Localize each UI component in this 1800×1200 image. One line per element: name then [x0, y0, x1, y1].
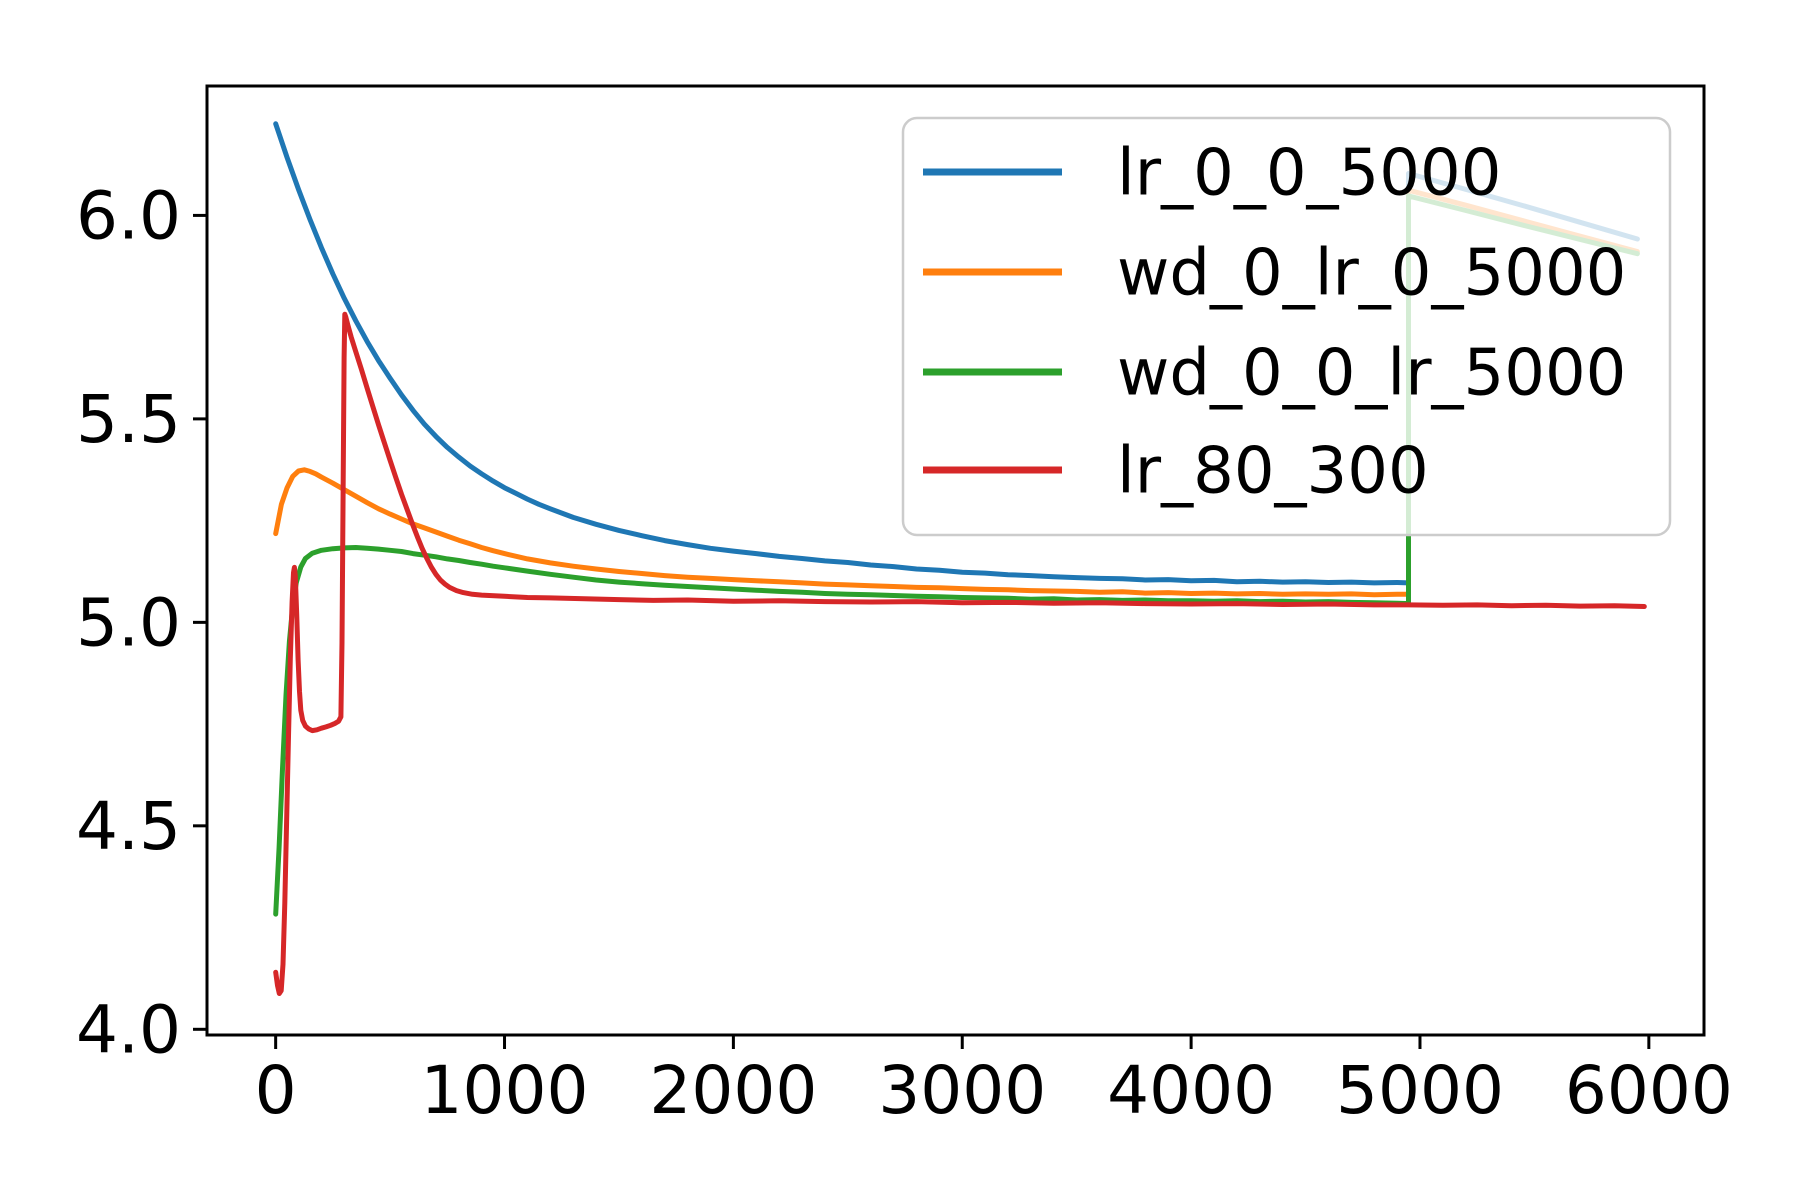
series-line-lr_0_0_5000: [273, 121, 1640, 586]
y-tick-label: 6.0: [76, 178, 181, 255]
x-tick-label: 4000: [1107, 1052, 1275, 1129]
legend: lr_0_0_5000 wd_0_lr_0_5000 wd_0_0_lr_5000l…: [901, 116, 1672, 537]
legend-label-lr_0_0_5000: lr_0_0_5000: [1117, 136, 1501, 210]
series-line-wd_0_lr_0_5000: [273, 187, 1640, 598]
plot-border: [205, 84, 1706, 1037]
series-line-lr_80_300: [273, 311, 1647, 996]
y-tick-label: 4.0: [76, 991, 181, 1068]
x-tick-label: 3000: [878, 1052, 1046, 1129]
y-tick-label: 5.0: [76, 584, 181, 661]
plot-series-layer: [273, 121, 1647, 996]
axes-layer: 0 1000 2000 3000 4000 5000 6000 4.0 4.5 5.0 5.5 6.0: [76, 84, 1733, 1129]
x-tick-label: 5000: [1336, 1052, 1504, 1129]
legend-frame: [901, 116, 1672, 537]
y-tick-label: 4.5: [76, 788, 181, 865]
legend-label-lr_80_300: lr_80_300: [1117, 434, 1429, 508]
x-tick-label: 0: [255, 1052, 297, 1129]
legend-label-wd_0_0_lr_5000: wd_0_0_lr_5000: [1117, 336, 1626, 410]
legend-label-wd_0_lr_0_5000: wd_0_lr_0_5000: [1117, 236, 1626, 310]
y-tick-label: 5.5: [76, 381, 181, 458]
x-tick-label: 6000: [1565, 1052, 1733, 1129]
x-tick-label: 2000: [649, 1052, 817, 1129]
x-tick-label: 1000: [421, 1052, 589, 1129]
